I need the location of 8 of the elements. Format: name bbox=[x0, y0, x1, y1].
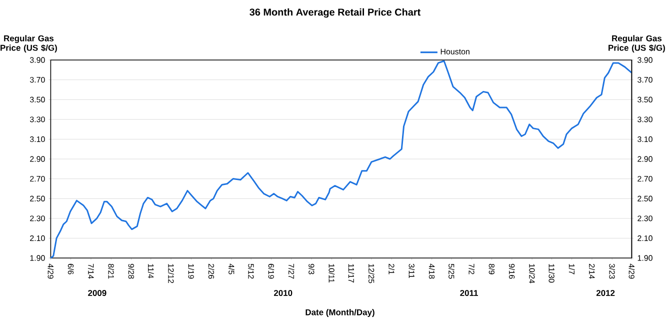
x-axis-title: Date (Month/Day) bbox=[306, 309, 374, 317]
y-axis-title: Regular Gas Price (US $/G) bbox=[0, 35, 57, 52]
text: 2012 bbox=[596, 290, 615, 296]
y2-axis-title: Regular Gas Price (US $/G) bbox=[608, 35, 665, 52]
text: 2010 bbox=[274, 290, 292, 296]
chart-title: 36 Month Average Retail Price Chart bbox=[250, 8, 421, 18]
text: 2009 bbox=[88, 290, 106, 296]
text: 2011 bbox=[460, 290, 478, 296]
